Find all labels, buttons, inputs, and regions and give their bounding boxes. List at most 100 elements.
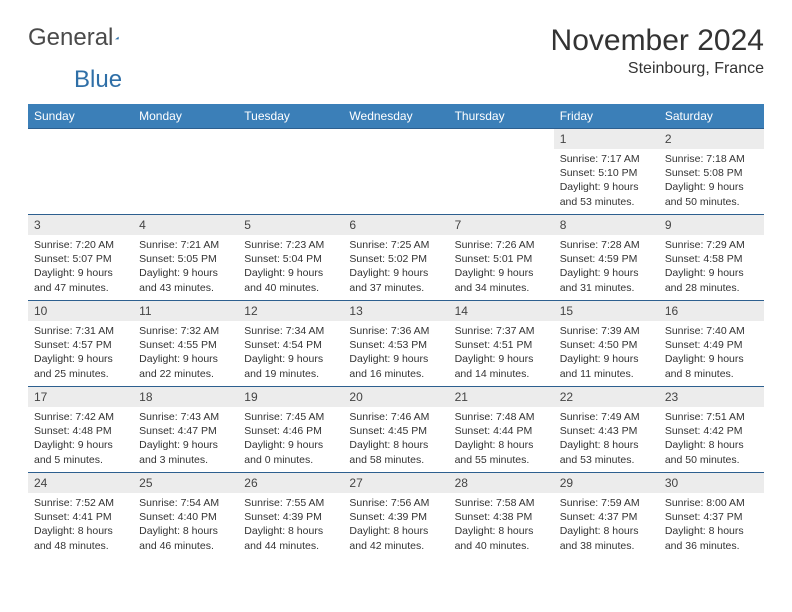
calendar-cell: 1Sunrise: 7:17 AMSunset: 5:10 PMDaylight… xyxy=(554,129,659,215)
day-number: 4 xyxy=(133,215,238,235)
daylight-text: Daylight: 9 hours and 22 minutes. xyxy=(139,352,232,380)
sunrise-text: Sunrise: 7:58 AM xyxy=(455,496,548,510)
weekday-header: Wednesday xyxy=(343,104,448,129)
sunset-text: Sunset: 5:05 PM xyxy=(139,252,232,266)
daylight-text: Daylight: 8 hours and 44 minutes. xyxy=(244,524,337,552)
sunrise-text: Sunrise: 7:37 AM xyxy=(455,324,548,338)
sunset-text: Sunset: 4:44 PM xyxy=(455,424,548,438)
day-number: 16 xyxy=(659,301,764,321)
day-data: Sunrise: 7:46 AMSunset: 4:45 PMDaylight:… xyxy=(343,407,448,471)
sunset-text: Sunset: 4:45 PM xyxy=(349,424,442,438)
weekday-header: Tuesday xyxy=(238,104,343,129)
sunrise-text: Sunrise: 7:31 AM xyxy=(34,324,127,338)
day-data: Sunrise: 7:25 AMSunset: 5:02 PMDaylight:… xyxy=(343,235,448,299)
location: Steinbourg, France xyxy=(551,60,764,78)
calendar-cell xyxy=(343,129,448,215)
sunrise-text: Sunrise: 7:55 AM xyxy=(244,496,337,510)
day-data: Sunrise: 7:28 AMSunset: 4:59 PMDaylight:… xyxy=(554,235,659,299)
day-data: Sunrise: 7:34 AMSunset: 4:54 PMDaylight:… xyxy=(238,321,343,385)
calendar-cell: 16Sunrise: 7:40 AMSunset: 4:49 PMDayligh… xyxy=(659,301,764,387)
sunset-text: Sunset: 4:38 PM xyxy=(455,510,548,524)
sunrise-text: Sunrise: 7:28 AM xyxy=(560,238,653,252)
day-data: Sunrise: 7:49 AMSunset: 4:43 PMDaylight:… xyxy=(554,407,659,471)
day-number: 21 xyxy=(449,387,554,407)
sunset-text: Sunset: 5:04 PM xyxy=(244,252,337,266)
sunset-text: Sunset: 5:10 PM xyxy=(560,166,653,180)
day-data: Sunrise: 7:48 AMSunset: 4:44 PMDaylight:… xyxy=(449,407,554,471)
calendar-row: 3Sunrise: 7:20 AMSunset: 5:07 PMDaylight… xyxy=(28,215,764,301)
daylight-text: Daylight: 8 hours and 53 minutes. xyxy=(560,438,653,466)
daylight-text: Daylight: 9 hours and 11 minutes. xyxy=(560,352,653,380)
sunrise-text: Sunrise: 7:36 AM xyxy=(349,324,442,338)
calendar-table: Sunday Monday Tuesday Wednesday Thursday… xyxy=(28,104,764,559)
calendar-cell: 25Sunrise: 7:54 AMSunset: 4:40 PMDayligh… xyxy=(133,473,238,559)
sunrise-text: Sunrise: 7:52 AM xyxy=(34,496,127,510)
day-data: Sunrise: 7:51 AMSunset: 4:42 PMDaylight:… xyxy=(659,407,764,471)
calendar-cell xyxy=(449,129,554,215)
weekday-header: Sunday xyxy=(28,104,133,129)
daylight-text: Daylight: 8 hours and 48 minutes. xyxy=(34,524,127,552)
day-data: Sunrise: 7:21 AMSunset: 5:05 PMDaylight:… xyxy=(133,235,238,299)
weekday-header: Saturday xyxy=(659,104,764,129)
daylight-text: Daylight: 9 hours and 53 minutes. xyxy=(560,180,653,208)
day-number: 8 xyxy=(554,215,659,235)
day-number: 18 xyxy=(133,387,238,407)
sunrise-text: Sunrise: 7:18 AM xyxy=(665,152,758,166)
day-number: 15 xyxy=(554,301,659,321)
calendar-cell: 6Sunrise: 7:25 AMSunset: 5:02 PMDaylight… xyxy=(343,215,448,301)
daylight-text: Daylight: 9 hours and 47 minutes. xyxy=(34,266,127,294)
calendar-cell: 24Sunrise: 7:52 AMSunset: 4:41 PMDayligh… xyxy=(28,473,133,559)
daylight-text: Daylight: 8 hours and 46 minutes. xyxy=(139,524,232,552)
daylight-text: Daylight: 8 hours and 50 minutes. xyxy=(665,438,758,466)
sunset-text: Sunset: 4:51 PM xyxy=(455,338,548,352)
day-number: 17 xyxy=(28,387,133,407)
sunrise-text: Sunrise: 7:51 AM xyxy=(665,410,758,424)
sunrise-text: Sunrise: 7:26 AM xyxy=(455,238,548,252)
calendar-row: 10Sunrise: 7:31 AMSunset: 4:57 PMDayligh… xyxy=(28,301,764,387)
calendar-cell: 11Sunrise: 7:32 AMSunset: 4:55 PMDayligh… xyxy=(133,301,238,387)
day-number: 25 xyxy=(133,473,238,493)
calendar-row: 24Sunrise: 7:52 AMSunset: 4:41 PMDayligh… xyxy=(28,473,764,559)
sunrise-text: Sunrise: 7:59 AM xyxy=(560,496,653,510)
daylight-text: Daylight: 9 hours and 3 minutes. xyxy=(139,438,232,466)
sunrise-text: Sunrise: 7:34 AM xyxy=(244,324,337,338)
daylight-text: Daylight: 9 hours and 43 minutes. xyxy=(139,266,232,294)
daylight-text: Daylight: 9 hours and 40 minutes. xyxy=(244,266,337,294)
sunset-text: Sunset: 5:07 PM xyxy=(34,252,127,266)
calendar-cell: 26Sunrise: 7:55 AMSunset: 4:39 PMDayligh… xyxy=(238,473,343,559)
day-data: Sunrise: 7:40 AMSunset: 4:49 PMDaylight:… xyxy=(659,321,764,385)
daylight-text: Daylight: 8 hours and 42 minutes. xyxy=(349,524,442,552)
day-number: 29 xyxy=(554,473,659,493)
day-number: 11 xyxy=(133,301,238,321)
sunrise-text: Sunrise: 7:49 AM xyxy=(560,410,653,424)
daylight-text: Daylight: 9 hours and 50 minutes. xyxy=(665,180,758,208)
sunset-text: Sunset: 5:02 PM xyxy=(349,252,442,266)
day-data: Sunrise: 7:52 AMSunset: 4:41 PMDaylight:… xyxy=(28,493,133,557)
sunrise-text: Sunrise: 7:32 AM xyxy=(139,324,232,338)
calendar-cell: 4Sunrise: 7:21 AMSunset: 5:05 PMDaylight… xyxy=(133,215,238,301)
sunset-text: Sunset: 4:46 PM xyxy=(244,424,337,438)
daylight-text: Daylight: 9 hours and 37 minutes. xyxy=(349,266,442,294)
day-data: Sunrise: 7:56 AMSunset: 4:39 PMDaylight:… xyxy=(343,493,448,557)
day-data: Sunrise: 7:37 AMSunset: 4:51 PMDaylight:… xyxy=(449,321,554,385)
day-number: 23 xyxy=(659,387,764,407)
daylight-text: Daylight: 8 hours and 38 minutes. xyxy=(560,524,653,552)
daylight-text: Daylight: 9 hours and 16 minutes. xyxy=(349,352,442,380)
sunset-text: Sunset: 4:39 PM xyxy=(349,510,442,524)
day-data: Sunrise: 7:55 AMSunset: 4:39 PMDaylight:… xyxy=(238,493,343,557)
calendar-cell: 18Sunrise: 7:43 AMSunset: 4:47 PMDayligh… xyxy=(133,387,238,473)
sunset-text: Sunset: 4:47 PM xyxy=(139,424,232,438)
sunset-text: Sunset: 4:49 PM xyxy=(665,338,758,352)
day-number: 1 xyxy=(554,129,659,149)
sunrise-text: Sunrise: 7:23 AM xyxy=(244,238,337,252)
daylight-text: Daylight: 9 hours and 34 minutes. xyxy=(455,266,548,294)
sunset-text: Sunset: 4:59 PM xyxy=(560,252,653,266)
day-number: 30 xyxy=(659,473,764,493)
calendar-cell: 8Sunrise: 7:28 AMSunset: 4:59 PMDaylight… xyxy=(554,215,659,301)
day-data: Sunrise: 7:20 AMSunset: 5:07 PMDaylight:… xyxy=(28,235,133,299)
calendar-cell: 3Sunrise: 7:20 AMSunset: 5:07 PMDaylight… xyxy=(28,215,133,301)
daylight-text: Daylight: 9 hours and 14 minutes. xyxy=(455,352,548,380)
daylight-text: Daylight: 8 hours and 40 minutes. xyxy=(455,524,548,552)
calendar-cell: 7Sunrise: 7:26 AMSunset: 5:01 PMDaylight… xyxy=(449,215,554,301)
day-number: 9 xyxy=(659,215,764,235)
